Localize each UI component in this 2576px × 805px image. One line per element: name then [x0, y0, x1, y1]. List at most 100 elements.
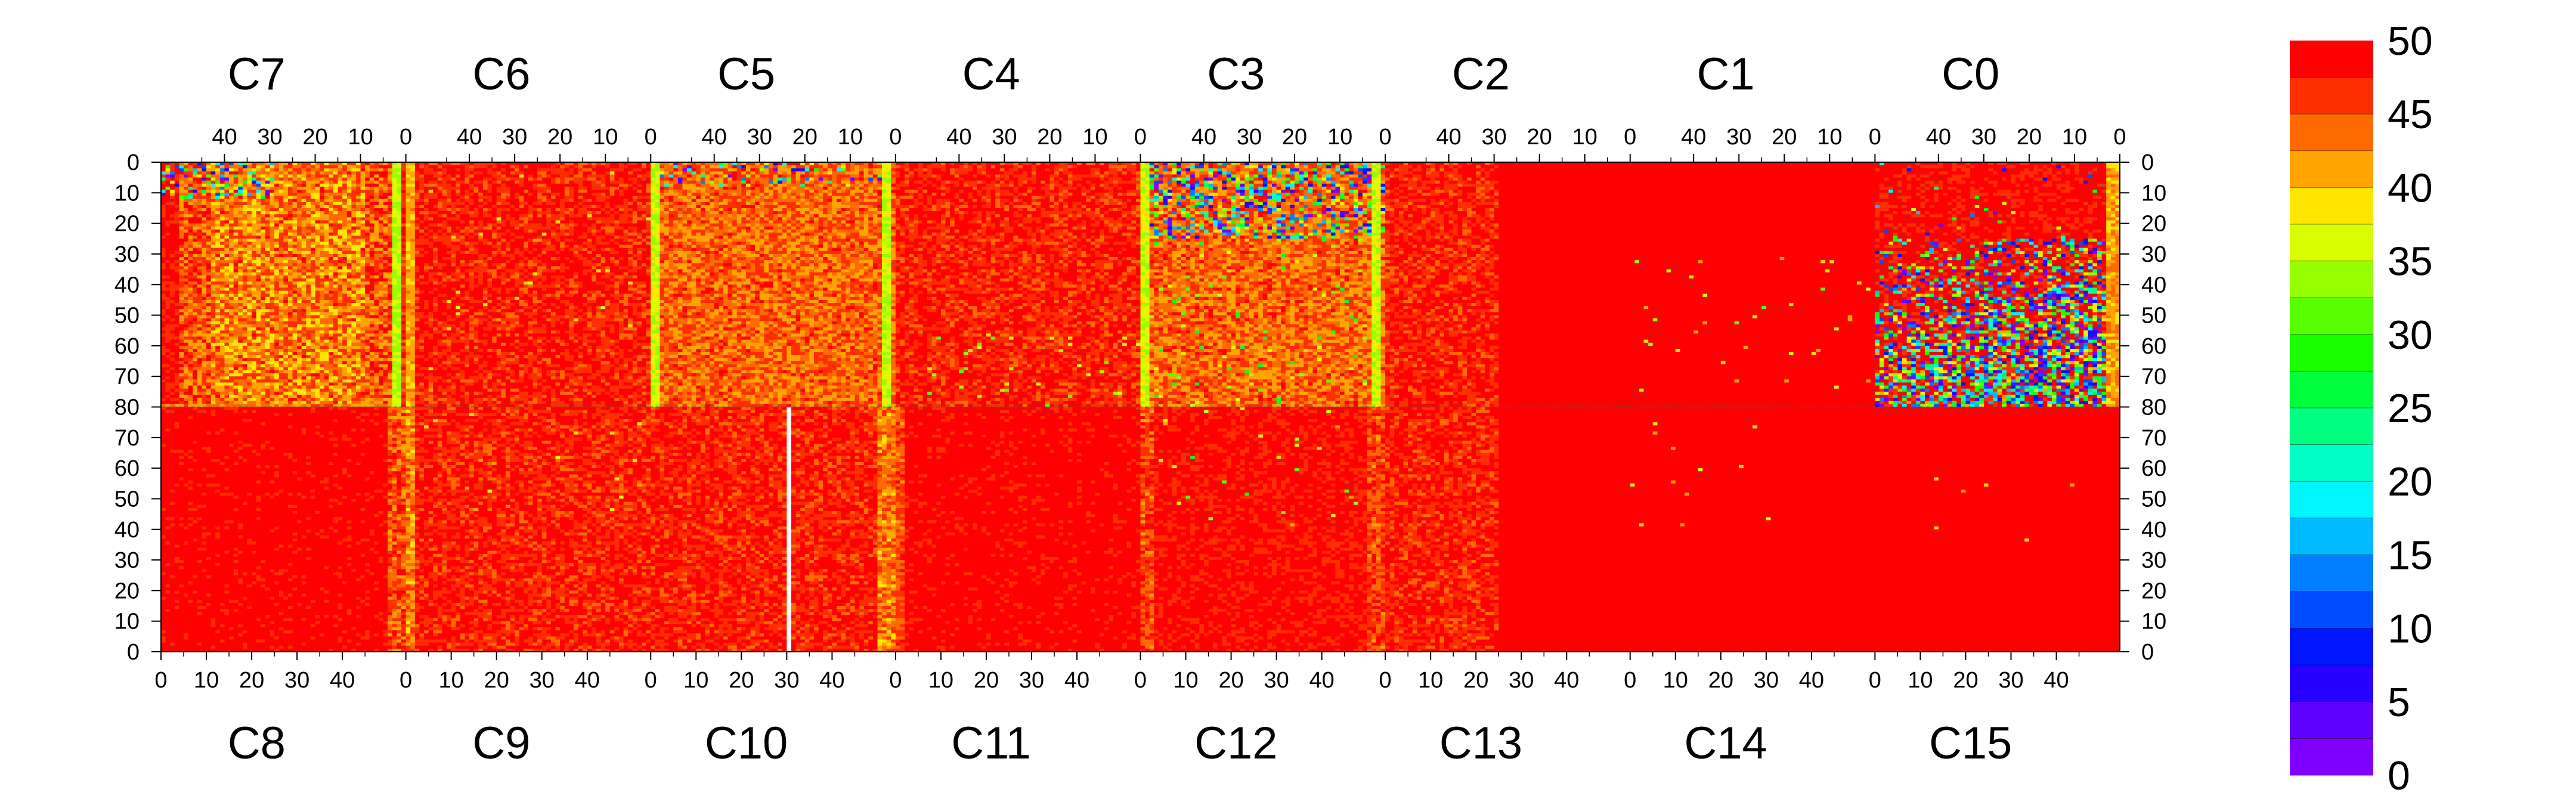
- heatmap-cell: [202, 227, 206, 230]
- heatmap-cell: [224, 260, 229, 264]
- heatmap-cell: [170, 401, 175, 404]
- heatmap-cell: [274, 254, 279, 258]
- heatmap-cell: [193, 382, 197, 386]
- heatmap-cell: [211, 373, 216, 377]
- heatmap-cell: [261, 239, 265, 242]
- heatmap-cell: [220, 270, 225, 273]
- heatmap-cell: [175, 248, 179, 252]
- heatmap-cell: [252, 168, 256, 172]
- heatmap-cell: [215, 242, 220, 245]
- heatmap-cell: [229, 236, 234, 239]
- heatmap-cell: [256, 392, 261, 395]
- heatmap-cell: [175, 330, 179, 334]
- heatmap-cell: [206, 287, 211, 291]
- heatmap-cell: [179, 336, 184, 340]
- heatmap-cell: [261, 270, 265, 273]
- heatmap-cell: [197, 220, 202, 224]
- heatmap-cell: [184, 349, 188, 352]
- heatmap-cell: [238, 361, 243, 365]
- heatmap-cell: [252, 336, 256, 340]
- heatmap-cell: [197, 208, 202, 212]
- heatmap-cell: [211, 346, 216, 349]
- heatmap-cell: [224, 364, 229, 368]
- heatmap-cell: [270, 227, 275, 230]
- heatmap-cell: [215, 333, 220, 337]
- heatmap-cell: [234, 321, 239, 325]
- heatmap-cell: [270, 349, 275, 352]
- heatmap-cell: [202, 361, 206, 365]
- heatmap-cell: [274, 248, 279, 252]
- heatmap-cell: [179, 220, 184, 224]
- heatmap-cell: [229, 257, 234, 261]
- heatmap-cell: [215, 306, 220, 309]
- heatmap-cell: [193, 199, 197, 203]
- heatmap-cell: [170, 303, 175, 306]
- heatmap-cell: [238, 294, 243, 298]
- heatmap-cell: [256, 260, 261, 264]
- heatmap-cell: [161, 364, 166, 368]
- heatmap-cell: [215, 266, 220, 270]
- heatmap-cell: [229, 340, 234, 343]
- heatmap-cell: [238, 190, 243, 193]
- heatmap-cell: [220, 324, 225, 328]
- heatmap-cell: [179, 202, 184, 206]
- heatmap-cell: [206, 270, 211, 273]
- heatmap-cell: [274, 165, 279, 169]
- heatmap-cell: [238, 165, 243, 169]
- heatmap-cell: [247, 358, 252, 361]
- heatmap-cell: [261, 181, 265, 184]
- heatmap-cell: [247, 266, 252, 270]
- heatmap-cell: [265, 217, 270, 221]
- heatmap-cell: [170, 343, 175, 346]
- heatmap-cell: [224, 352, 229, 355]
- heatmap-cell: [166, 376, 171, 380]
- heatmap-cell: [170, 205, 175, 209]
- heatmap-cell: [252, 217, 256, 221]
- heatmap-cell: [197, 300, 202, 304]
- heatmap-cell: [265, 233, 270, 236]
- heatmap-cell: [270, 352, 275, 355]
- heatmap-cell: [220, 297, 225, 301]
- heatmap-cell: [170, 236, 175, 239]
- heatmap-cell: [252, 291, 256, 295]
- heatmap-cell: [243, 254, 247, 258]
- heatmap-cell: [261, 199, 265, 203]
- heatmap-cell: [234, 340, 239, 343]
- heatmap-cell: [243, 273, 247, 276]
- heatmap-cell: [215, 336, 220, 340]
- heatmap-cell: [270, 364, 275, 368]
- heatmap-cell: [161, 168, 166, 172]
- heatmap-cell: [166, 248, 171, 252]
- heatmap-cell: [270, 245, 275, 249]
- heatmap-cell: [234, 315, 239, 319]
- heatmap-cell: [243, 300, 247, 304]
- heatmap-cell: [265, 245, 270, 249]
- heatmap-cell: [265, 355, 270, 358]
- heatmap-cell: [224, 284, 229, 288]
- heatmap-cell: [215, 324, 220, 328]
- heatmap-cell: [197, 181, 202, 184]
- heatmap-cell: [265, 321, 270, 325]
- heatmap-cell: [161, 340, 166, 343]
- heatmap-cell: [170, 395, 175, 398]
- heatmap-cell: [238, 312, 243, 315]
- heatmap-cell: [197, 373, 202, 377]
- heatmap-cell: [215, 327, 220, 331]
- heatmap-cell: [238, 181, 243, 184]
- heatmap-cell: [265, 178, 270, 181]
- heatmap-cell: [179, 211, 184, 215]
- heatmap-cell: [229, 303, 234, 306]
- heatmap-cell: [166, 291, 171, 295]
- heatmap-cell: [179, 349, 184, 352]
- heatmap-cell: [256, 214, 261, 218]
- heatmap-cell: [256, 205, 261, 209]
- heatmap-cell: [256, 389, 261, 392]
- heatmap-cell: [184, 294, 188, 298]
- heatmap-cell: [188, 287, 193, 291]
- heatmap-cell: [175, 364, 179, 368]
- heatmap-cell: [175, 211, 179, 215]
- heatmap-cell: [206, 233, 211, 236]
- heatmap-cell: [224, 389, 229, 392]
- heatmap-cell: [215, 389, 220, 392]
- heatmap-cell: [215, 367, 220, 371]
